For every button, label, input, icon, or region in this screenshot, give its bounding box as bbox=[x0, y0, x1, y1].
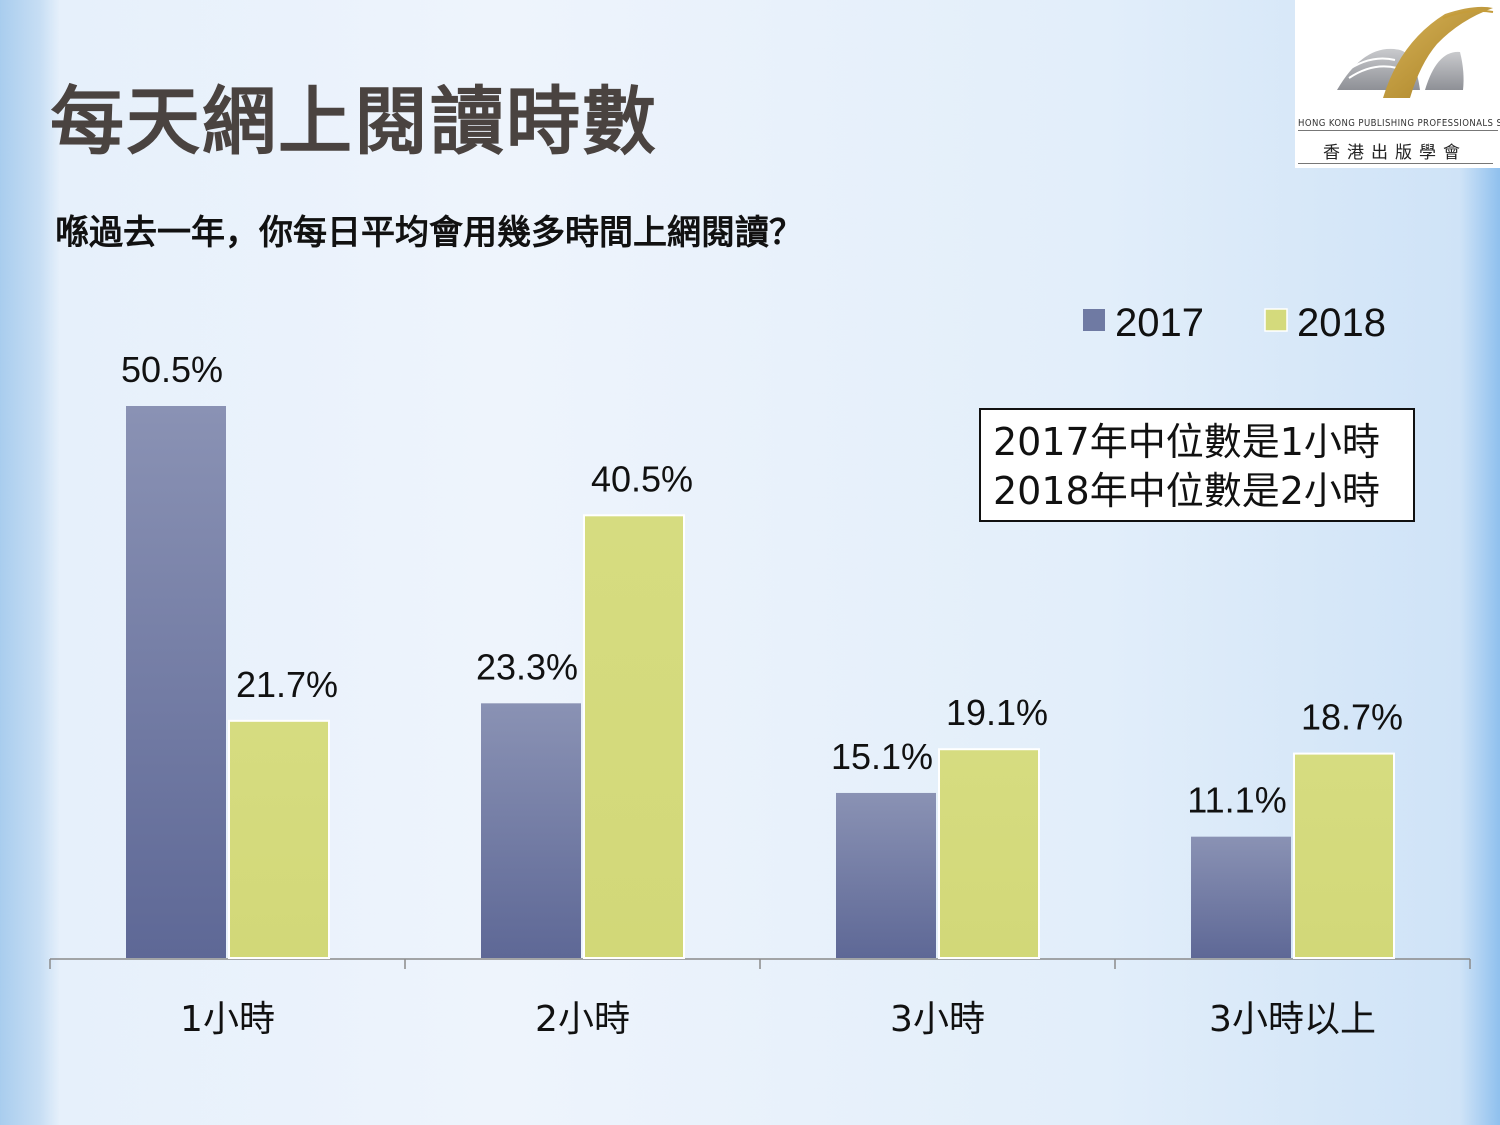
x-tick-label: 1小時 bbox=[180, 999, 275, 1040]
median-annotation: 2017年中位數是1小時 2018年中位數是2小時 bbox=[979, 408, 1415, 522]
legend-swatch-2017 bbox=[1083, 309, 1105, 331]
data-label-2018-4: 18.7% bbox=[1301, 697, 1403, 738]
bar-2017-4 bbox=[1191, 836, 1291, 958]
data-label-2017-3: 15.1% bbox=[831, 736, 933, 777]
slide-title: 每天網上閱讀時數 bbox=[50, 79, 658, 165]
publisher-logo: HONG KONG PUBLISHING PROFESSIONALS SOCIE… bbox=[1295, 0, 1500, 168]
logo-divider bbox=[1298, 163, 1493, 164]
bar-2018-4 bbox=[1293, 752, 1395, 960]
logo-chinese-text: 香港出版學會 bbox=[1323, 143, 1467, 163]
legend-swatch-2018 bbox=[1264, 308, 1288, 332]
median-2018-text: 2018年中位數是2小時 bbox=[993, 469, 1380, 513]
data-label-2017-1: 50.5% bbox=[121, 349, 223, 390]
bar-2017-2 bbox=[481, 703, 581, 958]
data-label-2018-3: 19.1% bbox=[946, 692, 1048, 733]
x-tick-label: 3小時 bbox=[890, 999, 985, 1040]
x-tick-label: 2小時 bbox=[535, 999, 630, 1040]
median-2017-text: 2017年中位數是1小時 bbox=[993, 420, 1380, 464]
data-label-2017-4: 11.1% bbox=[1187, 780, 1286, 821]
logo-emblem-icon bbox=[1337, 6, 1494, 99]
data-label-2018-2: 40.5% bbox=[591, 458, 693, 499]
legend-label-2017: 2017 bbox=[1115, 301, 1204, 345]
bar-2018-2 bbox=[583, 514, 685, 959]
legend-label-2018: 2018 bbox=[1297, 301, 1386, 345]
survey-question: 喺過去一年，你每日平均會用幾多時間上網閱讀？ bbox=[55, 213, 803, 253]
logo-english-text: HONG KONG PUBLISHING PROFESSIONALS SOCIE… bbox=[1298, 118, 1500, 131]
bar-2017-3 bbox=[836, 792, 936, 958]
x-tick-label: 3小時以上 bbox=[1209, 999, 1376, 1040]
bar-2018-1 bbox=[228, 719, 330, 959]
data-label-2017-2: 23.3% bbox=[476, 646, 578, 687]
bar-2017-1 bbox=[126, 406, 226, 958]
bar-2018-3 bbox=[938, 748, 1040, 959]
data-label-2018-1: 21.7% bbox=[236, 664, 338, 705]
